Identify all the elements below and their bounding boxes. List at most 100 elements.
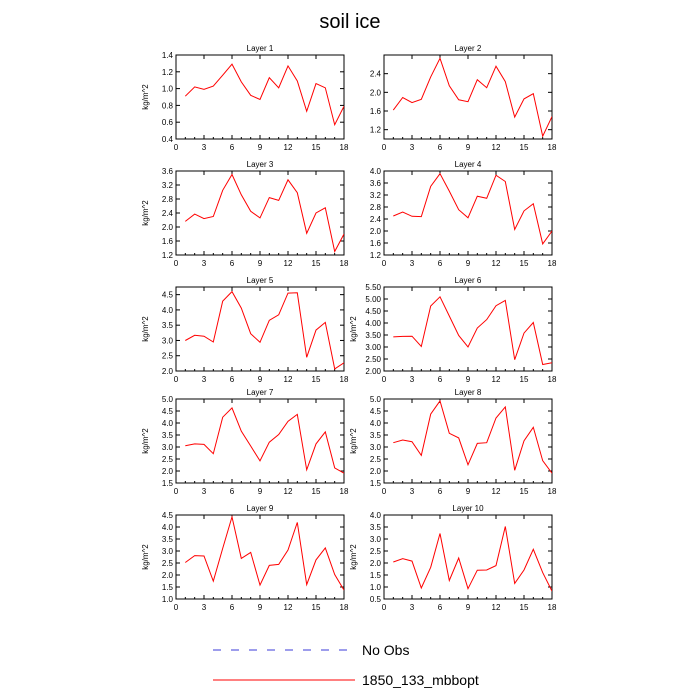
x-tick-label: 6: [230, 259, 235, 268]
y-tick-label: 3.0: [370, 443, 382, 452]
y-tick-label: 0.4: [162, 135, 174, 144]
y-tick-label: 2.4: [162, 209, 174, 218]
y-tick-label: 0.5: [370, 595, 382, 604]
series-line-1850-133-mbbopt: [184, 63, 344, 127]
x-tick-label: 18: [340, 487, 349, 496]
x-tick-label: 9: [258, 487, 263, 496]
x-tick-label: 18: [340, 603, 349, 612]
panel-frame: [383, 286, 553, 372]
x-tick-label: 0: [382, 487, 387, 496]
y-tick-label: 2.5: [370, 455, 382, 464]
y-tick-label: 5.0: [370, 395, 382, 404]
y-tick-label: 2.0: [162, 223, 174, 232]
legend: No Obs 1850_133_mbbopt: [213, 642, 479, 688]
y-tick-label: 1.0: [162, 85, 174, 94]
x-tick-label: 18: [340, 375, 349, 384]
y-tick-label: 5.50: [365, 283, 381, 292]
y-tick-label: 0.6: [162, 118, 174, 127]
y-tick-label: 2.0: [370, 88, 382, 97]
y-tick-label: 4.00: [365, 319, 381, 328]
y-tick-label: 1.2: [162, 251, 174, 260]
y-tick-label: 3.5: [162, 321, 174, 330]
y-tick-label: 4.50: [365, 307, 381, 316]
y-tick-label: 3.5: [162, 535, 174, 544]
y-tick-label: 2.0: [162, 467, 174, 476]
x-tick-label: 3: [410, 143, 415, 152]
y-tick-label: 1.5: [370, 571, 382, 580]
x-tick-label: 15: [312, 375, 321, 384]
x-tick-label: 15: [520, 259, 529, 268]
y-tick-label: 3.00: [365, 343, 381, 352]
x-tick-label: 3: [202, 143, 207, 152]
x-tick-label: 6: [438, 375, 443, 384]
y-tick-label: 4.5: [370, 407, 382, 416]
x-tick-label: 9: [466, 487, 471, 496]
y-axis-label: kg/m^2: [141, 84, 150, 110]
x-tick-label: 12: [284, 603, 293, 612]
x-tick-label: 3: [202, 603, 207, 612]
y-axis-label: kg/m^2: [141, 200, 150, 226]
panel-layer-5: Layer 5 0 3 6 9 12 15 18 2.0 2.5 3.0 3.5 4.0 4.5 kg/m^…: [141, 276, 349, 384]
x-tick-label: 3: [410, 487, 415, 496]
y-tick-label: 2.0: [162, 367, 174, 376]
y-tick-label: 3.2: [370, 191, 382, 200]
series-line-1850-133-mbbopt: [184, 173, 344, 253]
y-tick-label: 1.4: [162, 51, 174, 60]
y-tick-label: 2.4: [370, 215, 382, 224]
y-tick-label: 4.0: [370, 419, 382, 428]
panel-layer-4: Layer 4 0 3 6 9 12 15 18 1.2 1.6 2.0 2.4 2.8 3.2 3.6 4.…: [370, 160, 557, 268]
x-tick-label: 15: [312, 143, 321, 152]
y-tick-label: 3.50: [365, 331, 381, 340]
series-line-1850-133-mbbopt: [392, 57, 552, 138]
x-tick-label: 15: [520, 143, 529, 152]
legend-model-label: 1850_133_mbbopt: [362, 672, 479, 688]
series-line-1850-133-mbbopt: [185, 407, 344, 474]
y-axis-label: kg/m^2: [141, 316, 150, 342]
panel-layer-7: Layer 7 0 3 6 9 12 15 18 1.5 2.0 2.5 3.0 3.5 4.0 4.5 5.…: [141, 388, 349, 496]
panel-frame: [383, 514, 553, 600]
series-line-1850-133-mbbopt: [185, 290, 344, 370]
panel-title: Layer 3: [247, 160, 274, 169]
x-tick-label: 6: [230, 487, 235, 496]
y-tick-label: 1.5: [370, 479, 382, 488]
panel-frame: [175, 170, 345, 256]
x-tick-label: 0: [174, 143, 179, 152]
x-tick-label: 6: [438, 603, 443, 612]
panel-title: Layer 4: [455, 160, 482, 169]
x-tick-label: 3: [410, 603, 415, 612]
legend-no-obs-label: No Obs: [362, 642, 409, 658]
y-tick-label: 4.5: [162, 407, 174, 416]
y-tick-label: 5.00: [365, 295, 381, 304]
y-tick-label: 2.0: [162, 571, 174, 580]
panel-title: Layer 7: [247, 388, 274, 397]
y-tick-label: 2.00: [365, 367, 381, 376]
x-tick-label: 3: [202, 375, 207, 384]
y-tick-label: 2.8: [370, 203, 382, 212]
y-tick-label: 4.5: [162, 511, 174, 520]
x-tick-label: 15: [520, 487, 529, 496]
y-tick-label: 4.0: [370, 167, 382, 176]
y-tick-label: 1.5: [162, 479, 174, 488]
x-tick-label: 18: [548, 603, 557, 612]
y-tick-label: 5.0: [162, 395, 174, 404]
x-tick-label: 9: [258, 603, 263, 612]
panel-title: Layer 6: [455, 276, 482, 285]
panel-title: Layer 1: [247, 44, 274, 53]
y-tick-label: 1.2: [370, 251, 382, 260]
y-tick-label: 2.5: [162, 455, 174, 464]
x-tick-label: 18: [548, 259, 557, 268]
x-tick-label: 9: [258, 259, 263, 268]
y-tick-label: 1.6: [370, 107, 382, 116]
y-tick-label: 1.2: [370, 126, 382, 135]
x-tick-label: 0: [382, 375, 387, 384]
y-axis-label: kg/m^2: [349, 544, 358, 570]
x-tick-label: 15: [312, 487, 321, 496]
series-line-1850-133-mbbopt: [393, 172, 552, 246]
panel-layer-10: Layer 10 0 3 6 9 12 15 18 0.5 1.0 1.5 2.0 2.5 3.0 3.5 4…: [349, 504, 557, 612]
x-tick-label: 9: [466, 603, 471, 612]
x-tick-label: 12: [492, 375, 501, 384]
y-tick-label: 0.8: [162, 101, 174, 110]
y-tick-label: 1.5: [162, 583, 174, 592]
series-line-1850-133-mbbopt: [393, 295, 552, 366]
y-tick-label: 3.0: [162, 336, 174, 345]
